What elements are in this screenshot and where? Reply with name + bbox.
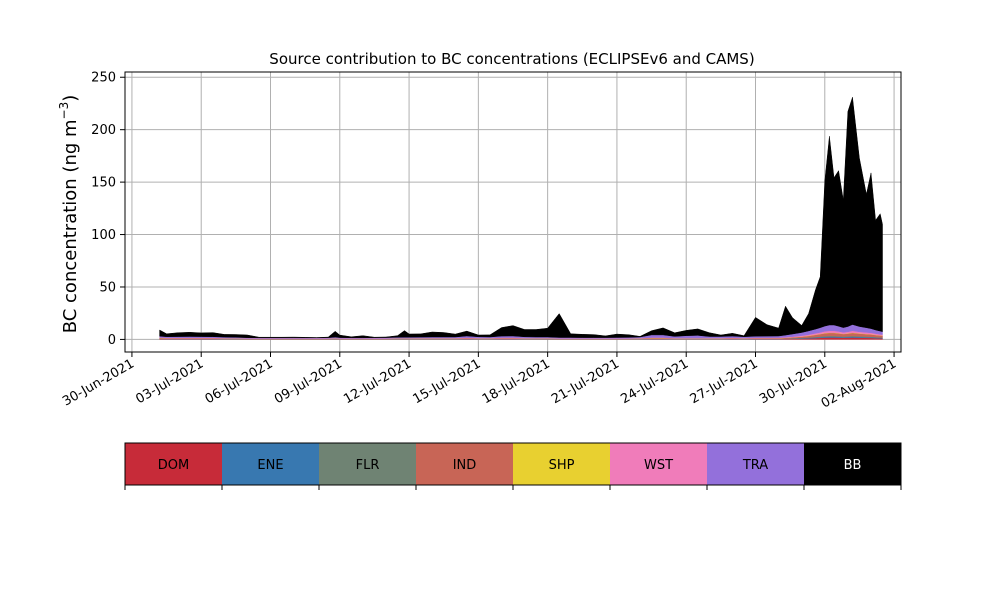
legend-swatch-shp <box>513 443 610 485</box>
legend-label-ene: ENE <box>257 458 283 473</box>
chart-title: Source contribution to BC concentrations… <box>269 50 754 68</box>
x-tick-label-4: 12-Jul-2021 <box>341 356 414 407</box>
x-tick-label-7: 21-Jul-2021 <box>549 356 622 407</box>
legend-swatch-ene <box>222 443 319 485</box>
legend-label-dom: DOM <box>158 458 189 473</box>
legend-colorbar: DOM ENE FLR IND SHP WST TRA BB <box>124 442 902 490</box>
legend-swatch-flr <box>319 443 416 485</box>
legend-swatch-bb <box>804 443 901 485</box>
legend-swatch-wst <box>610 443 707 485</box>
y-tick-label-4: 200 <box>91 123 116 138</box>
x-tick-label-11: 02-Aug-2021 <box>819 356 899 411</box>
x-tick-label-9: 27-Jul-2021 <box>688 356 761 407</box>
x-tick-label-3: 09-Jul-2021 <box>272 356 345 407</box>
stacked-areas <box>159 97 883 340</box>
y-axis-title-exponent: −3 <box>57 102 71 120</box>
legend-label-wst: WST <box>644 458 673 473</box>
y-tick-label-3: 150 <box>91 176 116 191</box>
plot-frame <box>124 71 902 353</box>
x-tick-label-1: 03-Jul-2021 <box>133 356 206 407</box>
x-axis: 30-Jun-202103-Jul-202106-Jul-202109-Jul-… <box>60 352 899 412</box>
x-tick-label-8: 24-Jul-2021 <box>618 356 691 407</box>
y-axis-title: BC concentration (ng m−3) <box>57 95 81 334</box>
x-tick-label-2: 06-Jul-2021 <box>203 356 276 407</box>
x-tick-label-5: 15-Jul-2021 <box>411 356 484 407</box>
svg-text:BC concentration (ng m−3): BC concentration (ng m−3) <box>57 95 81 334</box>
y-axis: 0 50 100 150 200 250 <box>91 71 125 348</box>
legend-swatch-tra <box>707 443 804 485</box>
area-series-bb <box>159 97 883 339</box>
legend-label-ind: IND <box>453 458 477 473</box>
y-axis-title-suffix: ) <box>60 95 81 102</box>
y-axis-title-prefix: BC concentration (ng m <box>60 119 81 333</box>
legend-swatch-ind <box>416 443 513 485</box>
y-tick-label-2: 100 <box>91 228 116 243</box>
grid <box>125 72 901 352</box>
legend-swatch-dom <box>125 443 222 485</box>
legend-label-bb: BB <box>844 458 862 473</box>
x-tick-label-6: 18-Jul-2021 <box>480 356 553 407</box>
y-tick-label-1: 50 <box>99 280 116 295</box>
x-tick-label-0: 30-Jun-2021 <box>60 356 137 409</box>
legend-label-tra: TRA <box>742 458 768 473</box>
y-tick-label-5: 250 <box>91 71 116 86</box>
legend-label-shp: SHP <box>549 458 575 473</box>
legend-label-flr: FLR <box>356 458 380 473</box>
y-tick-label-0: 0 <box>108 333 116 348</box>
